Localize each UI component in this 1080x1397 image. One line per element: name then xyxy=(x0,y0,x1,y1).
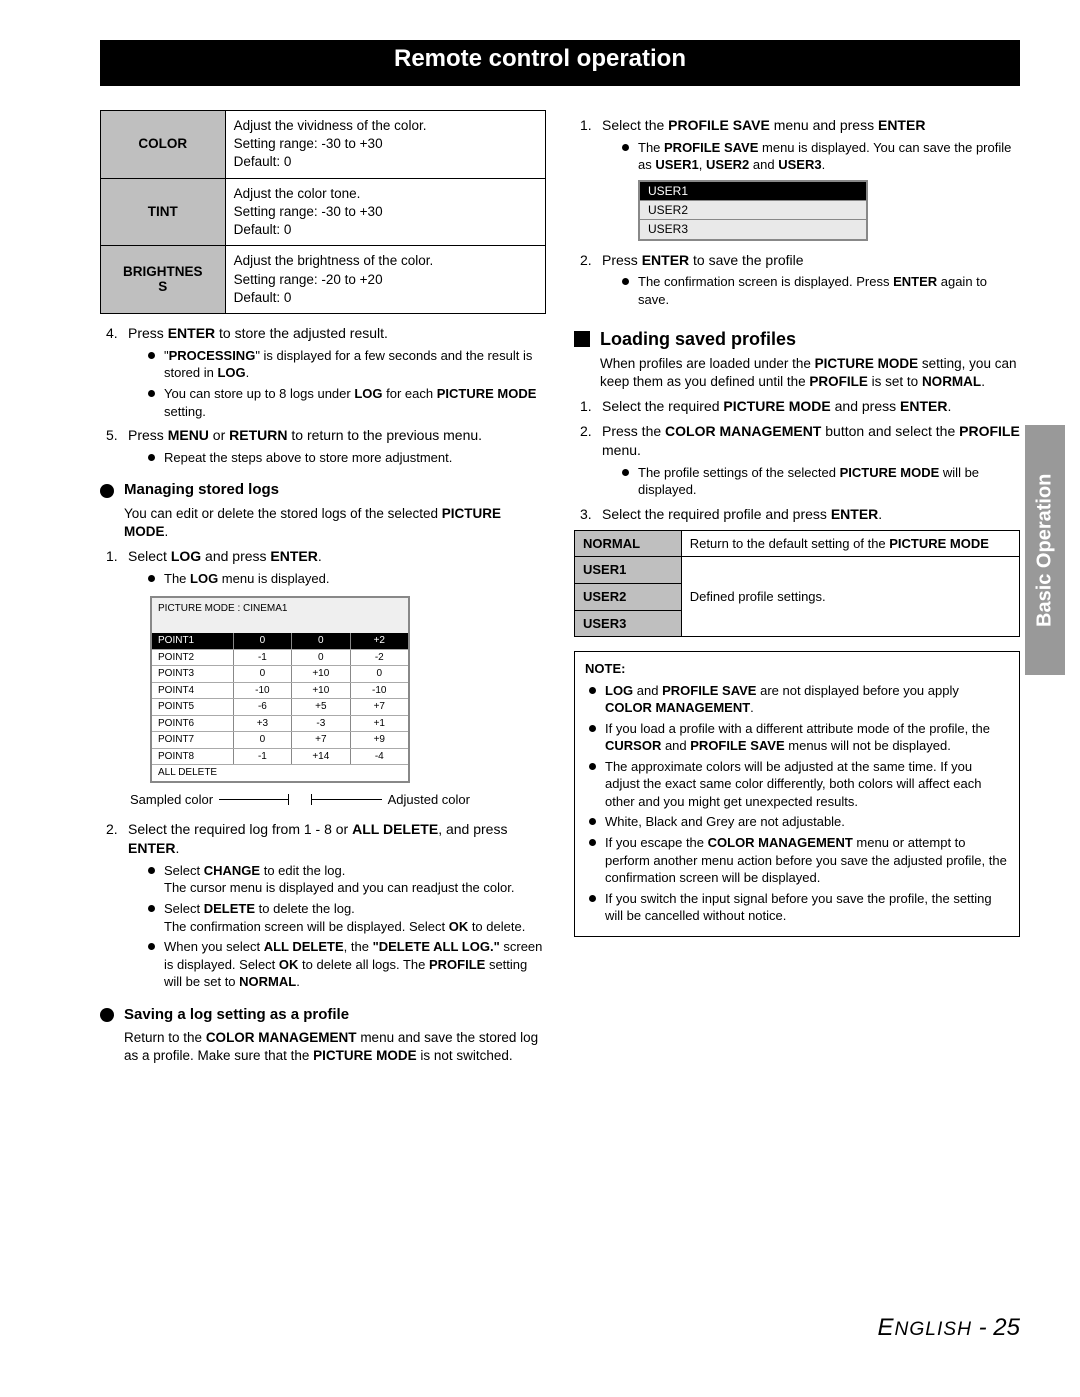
sub-desc: You can edit or delete the stored logs o… xyxy=(100,505,546,541)
profile-name: USER2 xyxy=(575,584,682,611)
note-title: NOTE: xyxy=(585,660,1009,678)
caption-right: Adjusted color xyxy=(388,791,470,809)
note-item: If you load a profile with a different a… xyxy=(589,720,1009,755)
bullet: The confirmation screen is displayed. Pr… xyxy=(622,273,1020,308)
r-step-1: Select the PROFILE SAVE menu and press E… xyxy=(574,116,1020,241)
m-step-2: Select the required log from 1 - 8 or AL… xyxy=(100,820,546,991)
bullet-icon xyxy=(100,484,114,498)
note-item: LOG and PROFILE SAVE are not displayed b… xyxy=(589,682,1009,717)
step-5: Press MENU or RETURN to return to the pr… xyxy=(100,426,546,466)
settings-table: COLOR Adjust the vividness of the color.… xyxy=(100,110,546,314)
setting-desc: Adjust the vividness of the color.Settin… xyxy=(225,111,545,179)
footer: ENGLISH - 25 xyxy=(878,1314,1021,1342)
setting-name: BRIGHTNESS xyxy=(101,246,226,314)
setting-name: TINT xyxy=(101,178,226,246)
user-row: USER1 xyxy=(640,182,866,200)
profile-name: NORMAL xyxy=(575,530,682,557)
right-column: Select the PROFILE SAVE menu and press E… xyxy=(574,110,1020,1277)
user-row: USER2 xyxy=(640,200,866,219)
setting-desc: Adjust the color tone.Setting range: -30… xyxy=(225,178,545,246)
user-row: USER3 xyxy=(640,219,866,238)
step-4: Press ENTER to store the adjusted result… xyxy=(100,324,546,420)
l-step-1: Select the required PICTURE MODE and pre… xyxy=(574,397,1020,416)
bullet: Select CHANGE to edit the log.The cursor… xyxy=(148,862,546,897)
bullet: The LOG menu is displayed. xyxy=(148,570,546,588)
sec-desc: When profiles are loaded under the PICTU… xyxy=(574,355,1020,391)
section-loading-profiles: Loading saved profiles xyxy=(574,327,1020,351)
log-title: PICTURE MODE : CINEMA1 xyxy=(152,598,408,620)
bullet: Repeat the steps above to store more adj… xyxy=(148,449,546,467)
setting-name: COLOR xyxy=(101,111,226,179)
note-box: NOTE: LOG and PROFILE SAVE are not displ… xyxy=(574,651,1020,937)
r-step-2: Press ENTER to save the profile The conf… xyxy=(574,251,1020,309)
page-number: 25 xyxy=(993,1314,1020,1341)
note-item: If you switch the input signal before yo… xyxy=(589,890,1009,925)
bullet-icon xyxy=(100,1008,114,1022)
bullet: The PROFILE SAVE menu is displayed. You … xyxy=(622,139,1020,174)
note-item: If you escape the COLOR MANAGEMENT menu … xyxy=(589,834,1009,887)
square-icon xyxy=(574,331,590,347)
l-step-2: Press the COLOR MANAGEMENT button and se… xyxy=(574,422,1020,499)
profile-desc: Defined profile settings. xyxy=(681,557,1019,637)
bullet: When you select ALL DELETE, the "DELETE … xyxy=(148,938,546,991)
subheading-saving-profile: Saving a log setting as a profile xyxy=(100,1005,546,1025)
bullet: You can store up to 8 logs under LOG for… xyxy=(148,385,546,420)
sub-desc: Return to the COLOR MANAGEMENT menu and … xyxy=(100,1029,546,1065)
bullet: "PROCESSING" is displayed for a few seco… xyxy=(148,347,546,382)
profile-name: USER3 xyxy=(575,610,682,637)
subheading-managing-logs: Managing stored logs xyxy=(100,480,546,500)
section-tab: Basic Operation xyxy=(1025,425,1065,675)
profile-name: USER1 xyxy=(575,557,682,584)
m-step-1: Select LOG and press ENTER. The LOG menu… xyxy=(100,547,546,587)
l-step-3: Select the required profile and press EN… xyxy=(574,505,1020,524)
profile-desc: Return to the default setting of the PIC… xyxy=(681,530,1019,557)
bullet: Select DELETE to delete the log.The conf… xyxy=(148,900,546,935)
log-caption: Sampled color Adjusted color xyxy=(130,791,470,809)
left-column: COLOR Adjust the vividness of the color.… xyxy=(100,110,546,1277)
profile-table: NORMALReturn to the default setting of t… xyxy=(574,530,1020,637)
user-list-diagram: USER1 USER2 USER3 xyxy=(638,180,868,241)
caption-left: Sampled color xyxy=(130,791,213,809)
content: COLOR Adjust the vividness of the color.… xyxy=(100,110,1020,1277)
note-item: The approximate colors will be adjusted … xyxy=(589,758,1009,811)
footer-lang: ENGLISH xyxy=(878,1314,972,1341)
note-item: White, Black and Grey are not adjustable… xyxy=(589,813,1009,831)
log-menu-diagram: PICTURE MODE : CINEMA1 POINT100+2POINT2-… xyxy=(150,596,410,783)
setting-desc: Adjust the brightness of the color.Setti… xyxy=(225,246,545,314)
page-title: Remote control operation xyxy=(394,45,686,73)
bullet: The profile settings of the selected PIC… xyxy=(622,464,1020,499)
